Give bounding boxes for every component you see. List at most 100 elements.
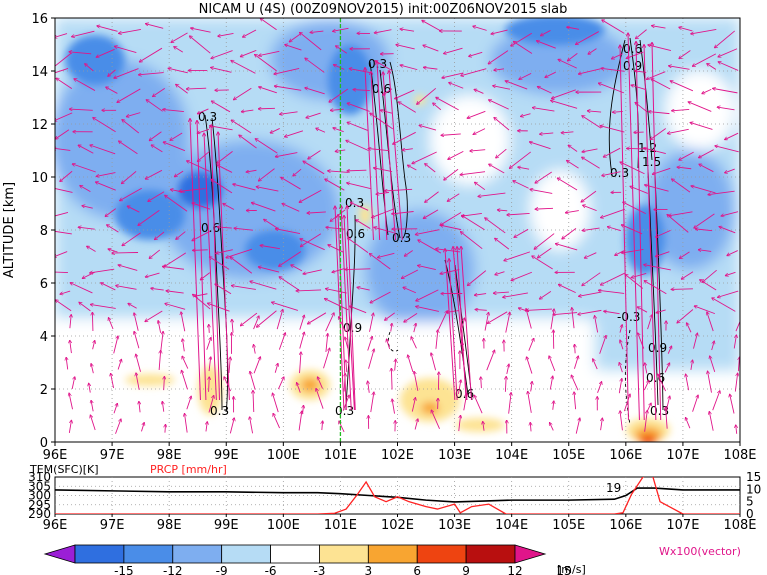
- wind-vector: [149, 249, 161, 259]
- wind-vector: [55, 68, 69, 74]
- wind-vector: [151, 145, 163, 153]
- contour-label: -0.3: [617, 310, 640, 324]
- wind-vector: [414, 371, 419, 391]
- contour-label: 0.6: [201, 221, 220, 235]
- wind-vector: [700, 280, 717, 291]
- wind-vector: [493, 292, 509, 293]
- y-tick-label: 305: [28, 479, 51, 493]
- wind-vector: [386, 339, 391, 350]
- wind-vector: [571, 375, 579, 391]
- colorbar-label: -12: [163, 564, 183, 575]
- wind-vector: [353, 90, 370, 91]
- wind-vector: [408, 355, 414, 372]
- wind-vector: [250, 281, 277, 290]
- wind-vector: [251, 203, 276, 212]
- wind-vector: [650, 128, 666, 140]
- wind-vector: [575, 31, 599, 45]
- wind-vector: [211, 67, 232, 73]
- wind-vector: [651, 26, 666, 29]
- wind-vector: [598, 290, 625, 294]
- wind-vector: [734, 373, 737, 392]
- shade-light-blue-low-east: [590, 300, 740, 370]
- wind-vector: [117, 88, 141, 103]
- wind-vector: [69, 109, 93, 110]
- wind-vector: [72, 30, 95, 37]
- wind-vector: [209, 126, 233, 131]
- wind-vector: [602, 20, 625, 34]
- wind-vector: [441, 134, 461, 135]
- wind-vector: [368, 381, 370, 393]
- colorbar-label: -9: [216, 564, 228, 575]
- wind-vector: [445, 249, 456, 401]
- colorbar-low-triangle: [43, 544, 76, 564]
- wind-vector: [97, 26, 118, 32]
- wind-vector: [209, 324, 210, 333]
- wind-vector: [578, 68, 601, 74]
- wind-vector: [276, 309, 283, 330]
- wind-vector: [425, 191, 439, 203]
- wind-vector: [256, 310, 277, 327]
- wind-vector: [347, 170, 367, 171]
- wind-vector: [367, 336, 373, 351]
- wind-vector: [374, 227, 394, 234]
- wind-vector: [623, 394, 630, 412]
- contour-label: 0.3: [392, 231, 411, 245]
- wind-vector: [422, 20, 441, 32]
- wind-vector: [433, 103, 442, 111]
- wind-vectors: [55, 18, 740, 434]
- wind-vector: [230, 257, 253, 274]
- x-tick-label: 104E: [495, 448, 528, 463]
- wind-vector: [347, 103, 370, 112]
- wind-vector: [134, 313, 139, 331]
- wind-vector: [197, 108, 209, 114]
- wind-vector: [474, 395, 483, 414]
- shade-white-gap-1: [430, 95, 510, 185]
- wind-vector: [549, 356, 556, 372]
- wind-vector: [118, 265, 138, 271]
- colorbar-label: 15: [556, 564, 571, 575]
- wind-vector: [300, 239, 325, 251]
- wind-vector: [278, 333, 285, 350]
- wind-vector: [231, 120, 252, 134]
- contour-label: 0.3: [610, 166, 629, 180]
- wind-vector: [55, 211, 69, 217]
- wind-vector: [55, 251, 68, 257]
- wind-vector: [467, 270, 487, 286]
- wind-vector: [458, 380, 460, 395]
- wind-vector: [349, 306, 367, 314]
- wind-vector: [540, 133, 554, 134]
- wind-vector: [535, 171, 552, 183]
- wind-vector: [305, 58, 325, 73]
- contour-label: 0.3: [210, 404, 229, 418]
- wind-vector: [393, 131, 416, 144]
- wind-vector: [607, 227, 621, 232]
- wind-vector: [558, 284, 576, 294]
- wind-vector: [82, 206, 93, 209]
- wind-vector: [505, 376, 506, 392]
- colorbar-label: 9: [462, 564, 470, 575]
- wind-vector: [423, 209, 439, 219]
- wind-vector: [270, 128, 280, 133]
- wind-vector: [599, 335, 606, 354]
- wind-vector: [389, 70, 403, 241]
- wind-vector: [679, 251, 690, 259]
- colorbar-segment: [74, 544, 125, 564]
- wind-vector: [55, 271, 68, 274]
- wind-vector: [485, 218, 506, 234]
- wind-vector: [197, 151, 210, 162]
- wind-vector: [253, 390, 254, 412]
- wind-vector: [231, 60, 256, 74]
- wind-vector: [232, 319, 233, 333]
- wind-vector: [215, 284, 232, 295]
- wind-vector: [347, 206, 356, 411]
- wind-vector: [444, 47, 463, 53]
- wind-vector: [631, 85, 647, 91]
- x-tick-label: 107E: [666, 518, 699, 533]
- wind-vector: [595, 316, 599, 333]
- wind-vector: [255, 139, 278, 154]
- wind-vector: [159, 350, 161, 371]
- wind-vector: [597, 382, 602, 393]
- wind-vector: [702, 269, 717, 282]
- wind-vector: [273, 413, 280, 429]
